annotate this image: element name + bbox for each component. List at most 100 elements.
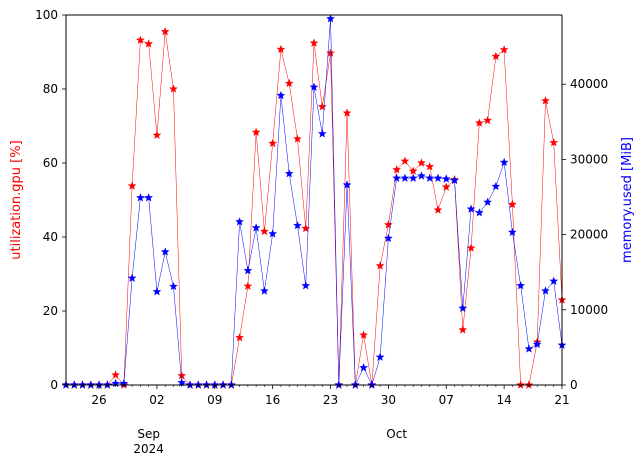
series-2-point (524, 344, 534, 353)
series-2-point (508, 227, 517, 237)
series-layer (61, 14, 567, 389)
series-2-point (384, 233, 393, 243)
series-2-point (541, 286, 550, 295)
series-1-point (441, 182, 451, 191)
y-left-axis: 0 20 40 60 80 100 (35, 8, 66, 392)
x-month-label: Oct (386, 427, 407, 441)
series-1-point (268, 138, 278, 148)
series-1-point (474, 118, 484, 127)
series-2-point (169, 281, 178, 291)
series-2 (61, 14, 567, 389)
y-right-tick-label: 0 (570, 378, 578, 392)
series-1-point (417, 158, 426, 167)
series-2-point (491, 181, 501, 191)
series-1-point (284, 78, 294, 88)
series-1-point (483, 115, 492, 125)
series-1-point (499, 45, 509, 54)
series-1-point (425, 162, 435, 171)
series-1-point (144, 39, 154, 48)
series-2-point (433, 173, 443, 182)
series-1-point (309, 38, 319, 47)
series-1-point (342, 108, 352, 117)
series-1-point (243, 281, 253, 290)
x-tick-label: 21 (554, 393, 569, 407)
x-month-label: Sep (137, 427, 160, 441)
series-2-point (260, 286, 269, 295)
series-2-point (301, 281, 311, 290)
series-2-point (466, 204, 476, 213)
series-1-point (169, 84, 178, 93)
series-2-point (450, 175, 459, 185)
y-right-tick-label: 30000 (570, 152, 608, 166)
series-2-point (136, 193, 145, 202)
series-1-point (408, 166, 418, 175)
series-1-point (301, 223, 311, 233)
series-1-point (384, 220, 393, 229)
series-2-point (293, 220, 302, 230)
series-2-point (309, 82, 319, 91)
series-1-point (458, 325, 468, 334)
series-2-point (235, 217, 244, 226)
series-2-point (532, 339, 542, 349)
series-1 (61, 27, 567, 389)
series-2-point (375, 352, 385, 361)
y-right-axis: 0 10000 20000 30000 40000 (562, 77, 608, 392)
series-1-point (177, 371, 187, 380)
series-1-point (359, 330, 368, 339)
series-2-point (441, 174, 451, 183)
series-2-point (359, 363, 368, 372)
y-right-tick-label: 20000 (570, 228, 608, 242)
series-1-point (392, 165, 402, 174)
series-1-point (375, 261, 385, 270)
series-1-point (541, 96, 550, 105)
series-1-point (317, 102, 327, 111)
series-2-point (251, 223, 261, 232)
series-2-point (400, 173, 410, 182)
series-2-point (408, 173, 418, 182)
series-2-point (483, 197, 492, 206)
x-tick-label: 14 (496, 393, 511, 407)
x-tick-label: 30 (381, 393, 396, 407)
series-2-point (474, 208, 484, 217)
y-left-tick-label: 40 (43, 230, 58, 244)
y-left-axis-title: utilization.gpu [%] (9, 140, 24, 259)
series-2-point (276, 90, 286, 100)
series-1-point (160, 27, 170, 36)
series-2-point (392, 173, 402, 182)
y-right-tick-label: 40000 (570, 77, 608, 91)
series-2-point (458, 303, 468, 313)
series-2-point (417, 171, 426, 180)
series-1-point (136, 35, 145, 44)
x-tick-label: 07 (439, 393, 454, 407)
x-tick-label: 23 (323, 393, 338, 407)
series-1-point (127, 181, 137, 190)
series-1-point (251, 127, 261, 137)
series-2-point (499, 157, 509, 167)
x-tick-label: 26 (91, 393, 106, 407)
series-2-point (243, 266, 253, 275)
series-2-point (342, 180, 352, 189)
x-tick-label: 02 (149, 393, 164, 407)
series-1-point (235, 333, 244, 342)
series-1-point (152, 130, 162, 139)
y-right-tick-label: 10000 (570, 303, 608, 317)
series-2-point (326, 14, 335, 23)
y-left-tick-label: 20 (43, 304, 58, 318)
series-2-point (317, 129, 327, 138)
x-tick-label: 16 (265, 393, 280, 407)
series-2-point (425, 173, 435, 182)
y-right-axis-title: memory.used [MiB] (620, 137, 635, 263)
x-tick-label: 09 (207, 393, 222, 407)
series-1-point (111, 370, 120, 379)
series-1-point (400, 156, 410, 165)
series-1-point (326, 48, 335, 57)
series-2-point (549, 276, 559, 285)
series-1-point (260, 226, 269, 236)
series-2-point (127, 273, 137, 282)
series-1-point (549, 138, 559, 147)
series-1-point (276, 44, 286, 54)
y-left-tick-label: 60 (43, 156, 58, 170)
series-1-point (293, 134, 302, 143)
series-2-point (516, 281, 526, 290)
